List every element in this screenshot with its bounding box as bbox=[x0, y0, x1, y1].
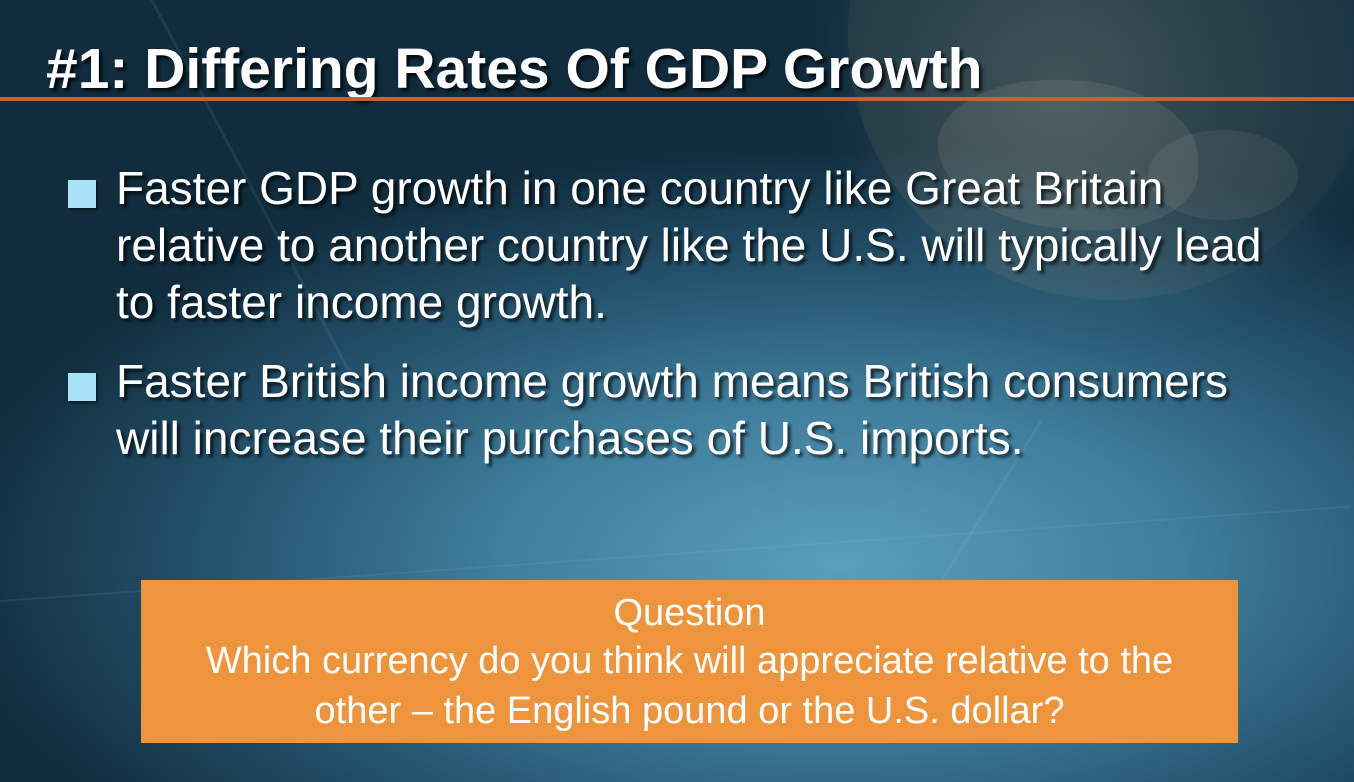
bullet-item: Faster British income growth means Briti… bbox=[66, 353, 1296, 467]
title-bar: #1: Differing Rates Of GDP Growth bbox=[0, 0, 1354, 101]
bullet-text: Faster British income growth means Briti… bbox=[116, 355, 1229, 464]
title-underline bbox=[0, 97, 1354, 101]
question-heading: Question bbox=[613, 592, 766, 634]
bullet-text: Faster GDP growth in one country like Gr… bbox=[116, 162, 1262, 328]
question-text: Which currency do you think will appreci… bbox=[205, 640, 1174, 732]
bullet-list: Faster GDP growth in one country like Gr… bbox=[66, 160, 1296, 489]
square-bullet-icon bbox=[68, 180, 96, 208]
question-box: Question Which currency do you think wil… bbox=[141, 580, 1238, 743]
square-bullet-icon bbox=[68, 373, 96, 401]
slide-title: #1: Differing Rates Of GDP Growth bbox=[46, 37, 983, 101]
bullet-item: Faster GDP growth in one country like Gr… bbox=[66, 160, 1296, 331]
